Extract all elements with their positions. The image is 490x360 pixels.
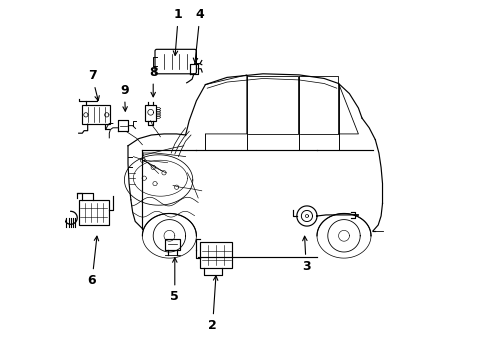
Text: 6: 6: [88, 236, 98, 287]
Text: 3: 3: [302, 236, 311, 273]
Bar: [145, 105, 156, 121]
Text: 4: 4: [193, 8, 204, 63]
Bar: [79, 200, 109, 225]
Text: 9: 9: [120, 84, 129, 111]
Text: 7: 7: [88, 69, 99, 100]
FancyBboxPatch shape: [155, 49, 196, 74]
Text: 1: 1: [173, 8, 183, 55]
Bar: [165, 239, 180, 250]
Text: 8: 8: [149, 66, 157, 97]
Bar: [200, 242, 232, 268]
Text: 5: 5: [171, 258, 179, 303]
Bar: [82, 105, 110, 124]
Text: 2: 2: [208, 276, 218, 332]
